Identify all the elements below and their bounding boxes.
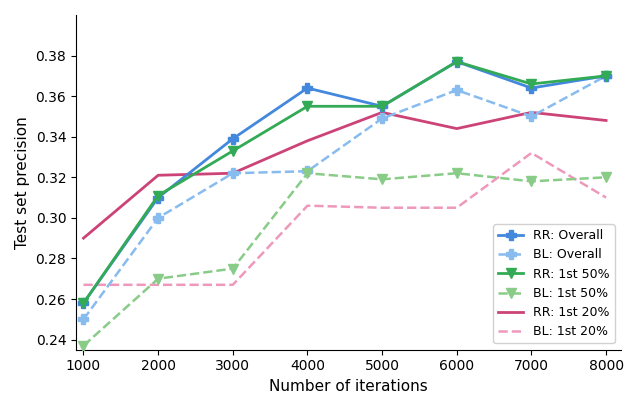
BL: 1st 20%: (6e+03, 0.305): 1st 20%: (6e+03, 0.305) bbox=[453, 205, 461, 210]
BL: Overall: (8e+03, 0.37): Overall: (8e+03, 0.37) bbox=[602, 73, 610, 78]
BL: 1st 50%: (1e+03, 0.237): 1st 50%: (1e+03, 0.237) bbox=[79, 343, 87, 348]
RR: 1st 20%: (5e+03, 0.352): 1st 20%: (5e+03, 0.352) bbox=[378, 110, 386, 115]
BL: 1st 20%: (1e+03, 0.267): 1st 20%: (1e+03, 0.267) bbox=[79, 282, 87, 287]
BL: 1st 20%: (3e+03, 0.267): 1st 20%: (3e+03, 0.267) bbox=[229, 282, 237, 287]
RR: 1st 50%: (1e+03, 0.258): 1st 50%: (1e+03, 0.258) bbox=[79, 301, 87, 306]
Line: RR: Overall: RR: Overall bbox=[79, 57, 611, 308]
Line: BL: Overall: BL: Overall bbox=[79, 71, 611, 324]
BL: 1st 50%: (7e+03, 0.318): 1st 50%: (7e+03, 0.318) bbox=[527, 179, 535, 184]
RR: Overall: (4e+03, 0.364): Overall: (4e+03, 0.364) bbox=[303, 85, 311, 90]
BL: 1st 20%: (2e+03, 0.267): 1st 20%: (2e+03, 0.267) bbox=[154, 282, 162, 287]
RR: Overall: (1e+03, 0.258): Overall: (1e+03, 0.258) bbox=[79, 301, 87, 306]
BL: Overall: (1e+03, 0.25): Overall: (1e+03, 0.25) bbox=[79, 317, 87, 322]
RR: 1st 20%: (2e+03, 0.321): 1st 20%: (2e+03, 0.321) bbox=[154, 173, 162, 178]
BL: 1st 20%: (7e+03, 0.332): 1st 20%: (7e+03, 0.332) bbox=[527, 151, 535, 155]
RR: Overall: (5e+03, 0.355): Overall: (5e+03, 0.355) bbox=[378, 104, 386, 109]
RR: 1st 50%: (6e+03, 0.377): 1st 50%: (6e+03, 0.377) bbox=[453, 59, 461, 64]
RR: Overall: (3e+03, 0.339): Overall: (3e+03, 0.339) bbox=[229, 136, 237, 141]
RR: 1st 20%: (3e+03, 0.322): 1st 20%: (3e+03, 0.322) bbox=[229, 171, 237, 176]
BL: Overall: (4e+03, 0.323): Overall: (4e+03, 0.323) bbox=[303, 169, 311, 174]
X-axis label: Number of iterations: Number of iterations bbox=[269, 379, 428, 394]
BL: 1st 50%: (8e+03, 0.32): 1st 50%: (8e+03, 0.32) bbox=[602, 175, 610, 180]
BL: 1st 50%: (3e+03, 0.275): 1st 50%: (3e+03, 0.275) bbox=[229, 266, 237, 271]
RR: 1st 20%: (7e+03, 0.352): 1st 20%: (7e+03, 0.352) bbox=[527, 110, 535, 115]
Line: RR: 1st 20%: RR: 1st 20% bbox=[83, 112, 606, 238]
Legend: RR: Overall, BL: Overall, RR: 1st 50%, BL: 1st 50%, RR: 1st 20%, BL: 1st 20%: RR: Overall, BL: Overall, RR: 1st 50%, B… bbox=[493, 224, 615, 344]
RR: Overall: (7e+03, 0.364): Overall: (7e+03, 0.364) bbox=[527, 85, 535, 90]
Y-axis label: Test set precision: Test set precision bbox=[15, 116, 30, 249]
RR: 1st 20%: (1e+03, 0.29): 1st 20%: (1e+03, 0.29) bbox=[79, 236, 87, 240]
BL: 1st 50%: (6e+03, 0.322): 1st 50%: (6e+03, 0.322) bbox=[453, 171, 461, 176]
BL: Overall: (2e+03, 0.3): Overall: (2e+03, 0.3) bbox=[154, 216, 162, 220]
BL: 1st 50%: (2e+03, 0.27): 1st 50%: (2e+03, 0.27) bbox=[154, 276, 162, 281]
RR: Overall: (8e+03, 0.37): Overall: (8e+03, 0.37) bbox=[602, 73, 610, 78]
RR: 1st 50%: (4e+03, 0.355): 1st 50%: (4e+03, 0.355) bbox=[303, 104, 311, 109]
BL: 1st 20%: (8e+03, 0.31): 1st 20%: (8e+03, 0.31) bbox=[602, 195, 610, 200]
Line: RR: 1st 50%: RR: 1st 50% bbox=[79, 57, 611, 308]
RR: Overall: (6e+03, 0.377): Overall: (6e+03, 0.377) bbox=[453, 59, 461, 64]
BL: Overall: (7e+03, 0.35): Overall: (7e+03, 0.35) bbox=[527, 114, 535, 119]
RR: 1st 50%: (5e+03, 0.355): 1st 50%: (5e+03, 0.355) bbox=[378, 104, 386, 109]
BL: 1st 20%: (4e+03, 0.306): 1st 20%: (4e+03, 0.306) bbox=[303, 203, 311, 208]
BL: Overall: (6e+03, 0.363): Overall: (6e+03, 0.363) bbox=[453, 88, 461, 92]
RR: 1st 50%: (8e+03, 0.37): 1st 50%: (8e+03, 0.37) bbox=[602, 73, 610, 78]
BL: 1st 50%: (5e+03, 0.319): 1st 50%: (5e+03, 0.319) bbox=[378, 177, 386, 182]
BL: Overall: (3e+03, 0.322): Overall: (3e+03, 0.322) bbox=[229, 171, 237, 176]
RR: 1st 20%: (4e+03, 0.338): 1st 20%: (4e+03, 0.338) bbox=[303, 138, 311, 143]
RR: Overall: (2e+03, 0.31): Overall: (2e+03, 0.31) bbox=[154, 195, 162, 200]
RR: 1st 20%: (8e+03, 0.348): 1st 20%: (8e+03, 0.348) bbox=[602, 118, 610, 123]
Line: BL: 1st 50%: BL: 1st 50% bbox=[79, 169, 611, 351]
RR: 1st 50%: (7e+03, 0.366): 1st 50%: (7e+03, 0.366) bbox=[527, 81, 535, 86]
Line: BL: 1st 20%: BL: 1st 20% bbox=[83, 153, 606, 285]
RR: 1st 50%: (3e+03, 0.333): 1st 50%: (3e+03, 0.333) bbox=[229, 148, 237, 153]
BL: 1st 20%: (5e+03, 0.305): 1st 20%: (5e+03, 0.305) bbox=[378, 205, 386, 210]
BL: 1st 50%: (4e+03, 0.322): 1st 50%: (4e+03, 0.322) bbox=[303, 171, 311, 176]
BL: Overall: (5e+03, 0.349): Overall: (5e+03, 0.349) bbox=[378, 116, 386, 121]
RR: 1st 50%: (2e+03, 0.311): 1st 50%: (2e+03, 0.311) bbox=[154, 193, 162, 198]
RR: 1st 20%: (6e+03, 0.344): 1st 20%: (6e+03, 0.344) bbox=[453, 126, 461, 131]
